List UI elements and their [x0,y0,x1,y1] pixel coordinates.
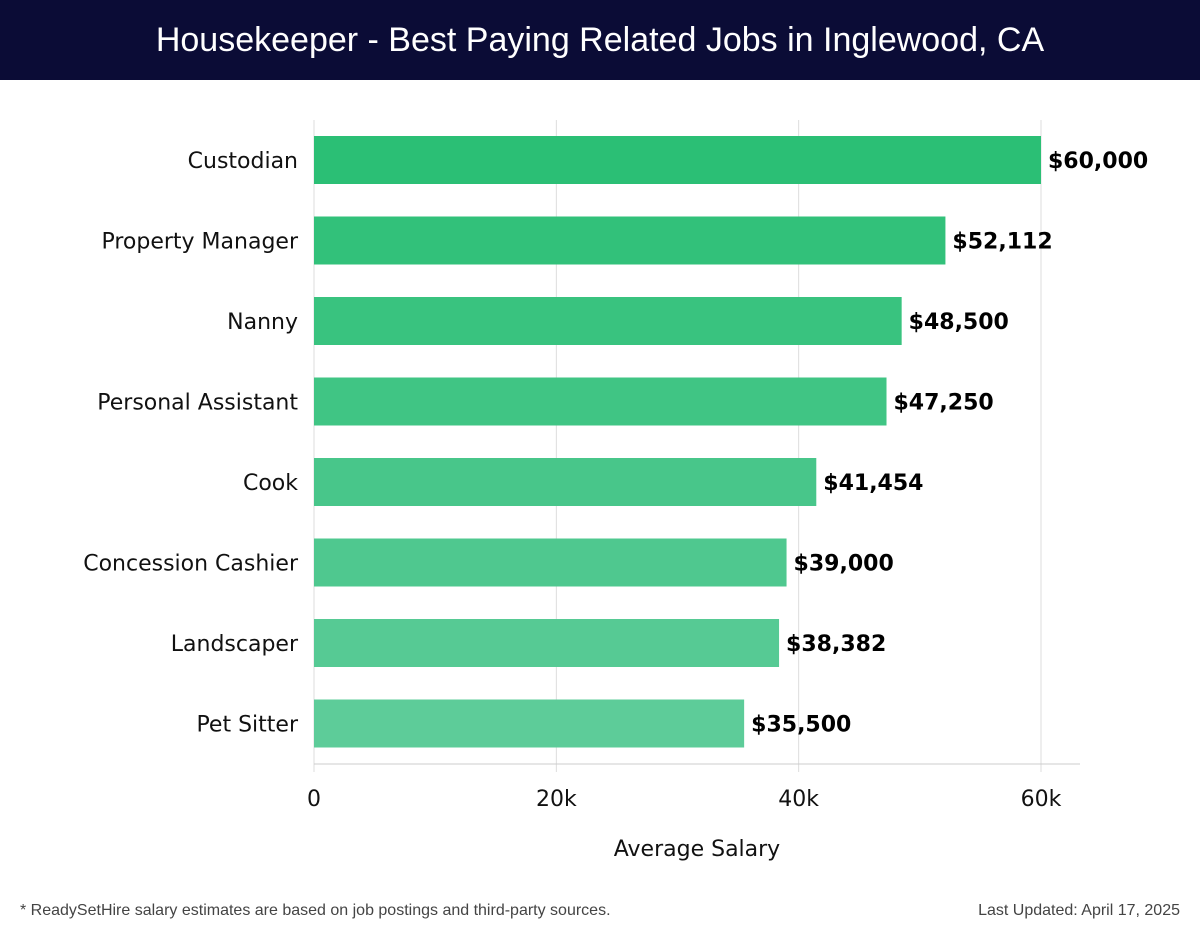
value-label: $60,000 [1048,149,1148,174]
bar [314,136,1041,184]
value-label: $38,382 [786,632,886,657]
value-label: $48,500 [909,310,1009,335]
x-tick-label: 40k [778,787,819,812]
last-updated: Last Updated: April 17, 2025 [978,902,1180,919]
x-tick-label: 60k [1021,787,1062,812]
bar [314,297,902,345]
x-axis-title: Average Salary [614,837,780,862]
value-label: $41,454 [823,471,923,496]
bar [314,216,946,265]
value-label: $47,250 [894,391,994,416]
bar [314,458,817,506]
category-label: Personal Assistant [97,391,298,416]
value-label: $39,000 [794,552,894,577]
category-label: Pet Sitter [196,713,299,738]
category-label: Custodian [188,149,298,174]
bar [314,619,780,667]
bar [314,538,787,587]
x-tick-label: 0 [307,787,321,812]
value-label: $35,500 [751,713,851,738]
x-tick-label: 20k [536,787,577,812]
footnote: * ReadySetHire salary estimates are base… [20,902,611,919]
bar [314,699,745,748]
chart-title: Housekeeper - Best Paying Related Jobs i… [0,0,1200,80]
bar [314,377,887,426]
category-label: Property Manager [101,230,298,255]
category-label: Cook [243,471,298,496]
category-label: Concession Cashier [83,552,299,577]
value-label: $52,112 [952,230,1052,255]
category-label: Landscaper [171,632,299,657]
category-label: Nanny [227,310,298,335]
